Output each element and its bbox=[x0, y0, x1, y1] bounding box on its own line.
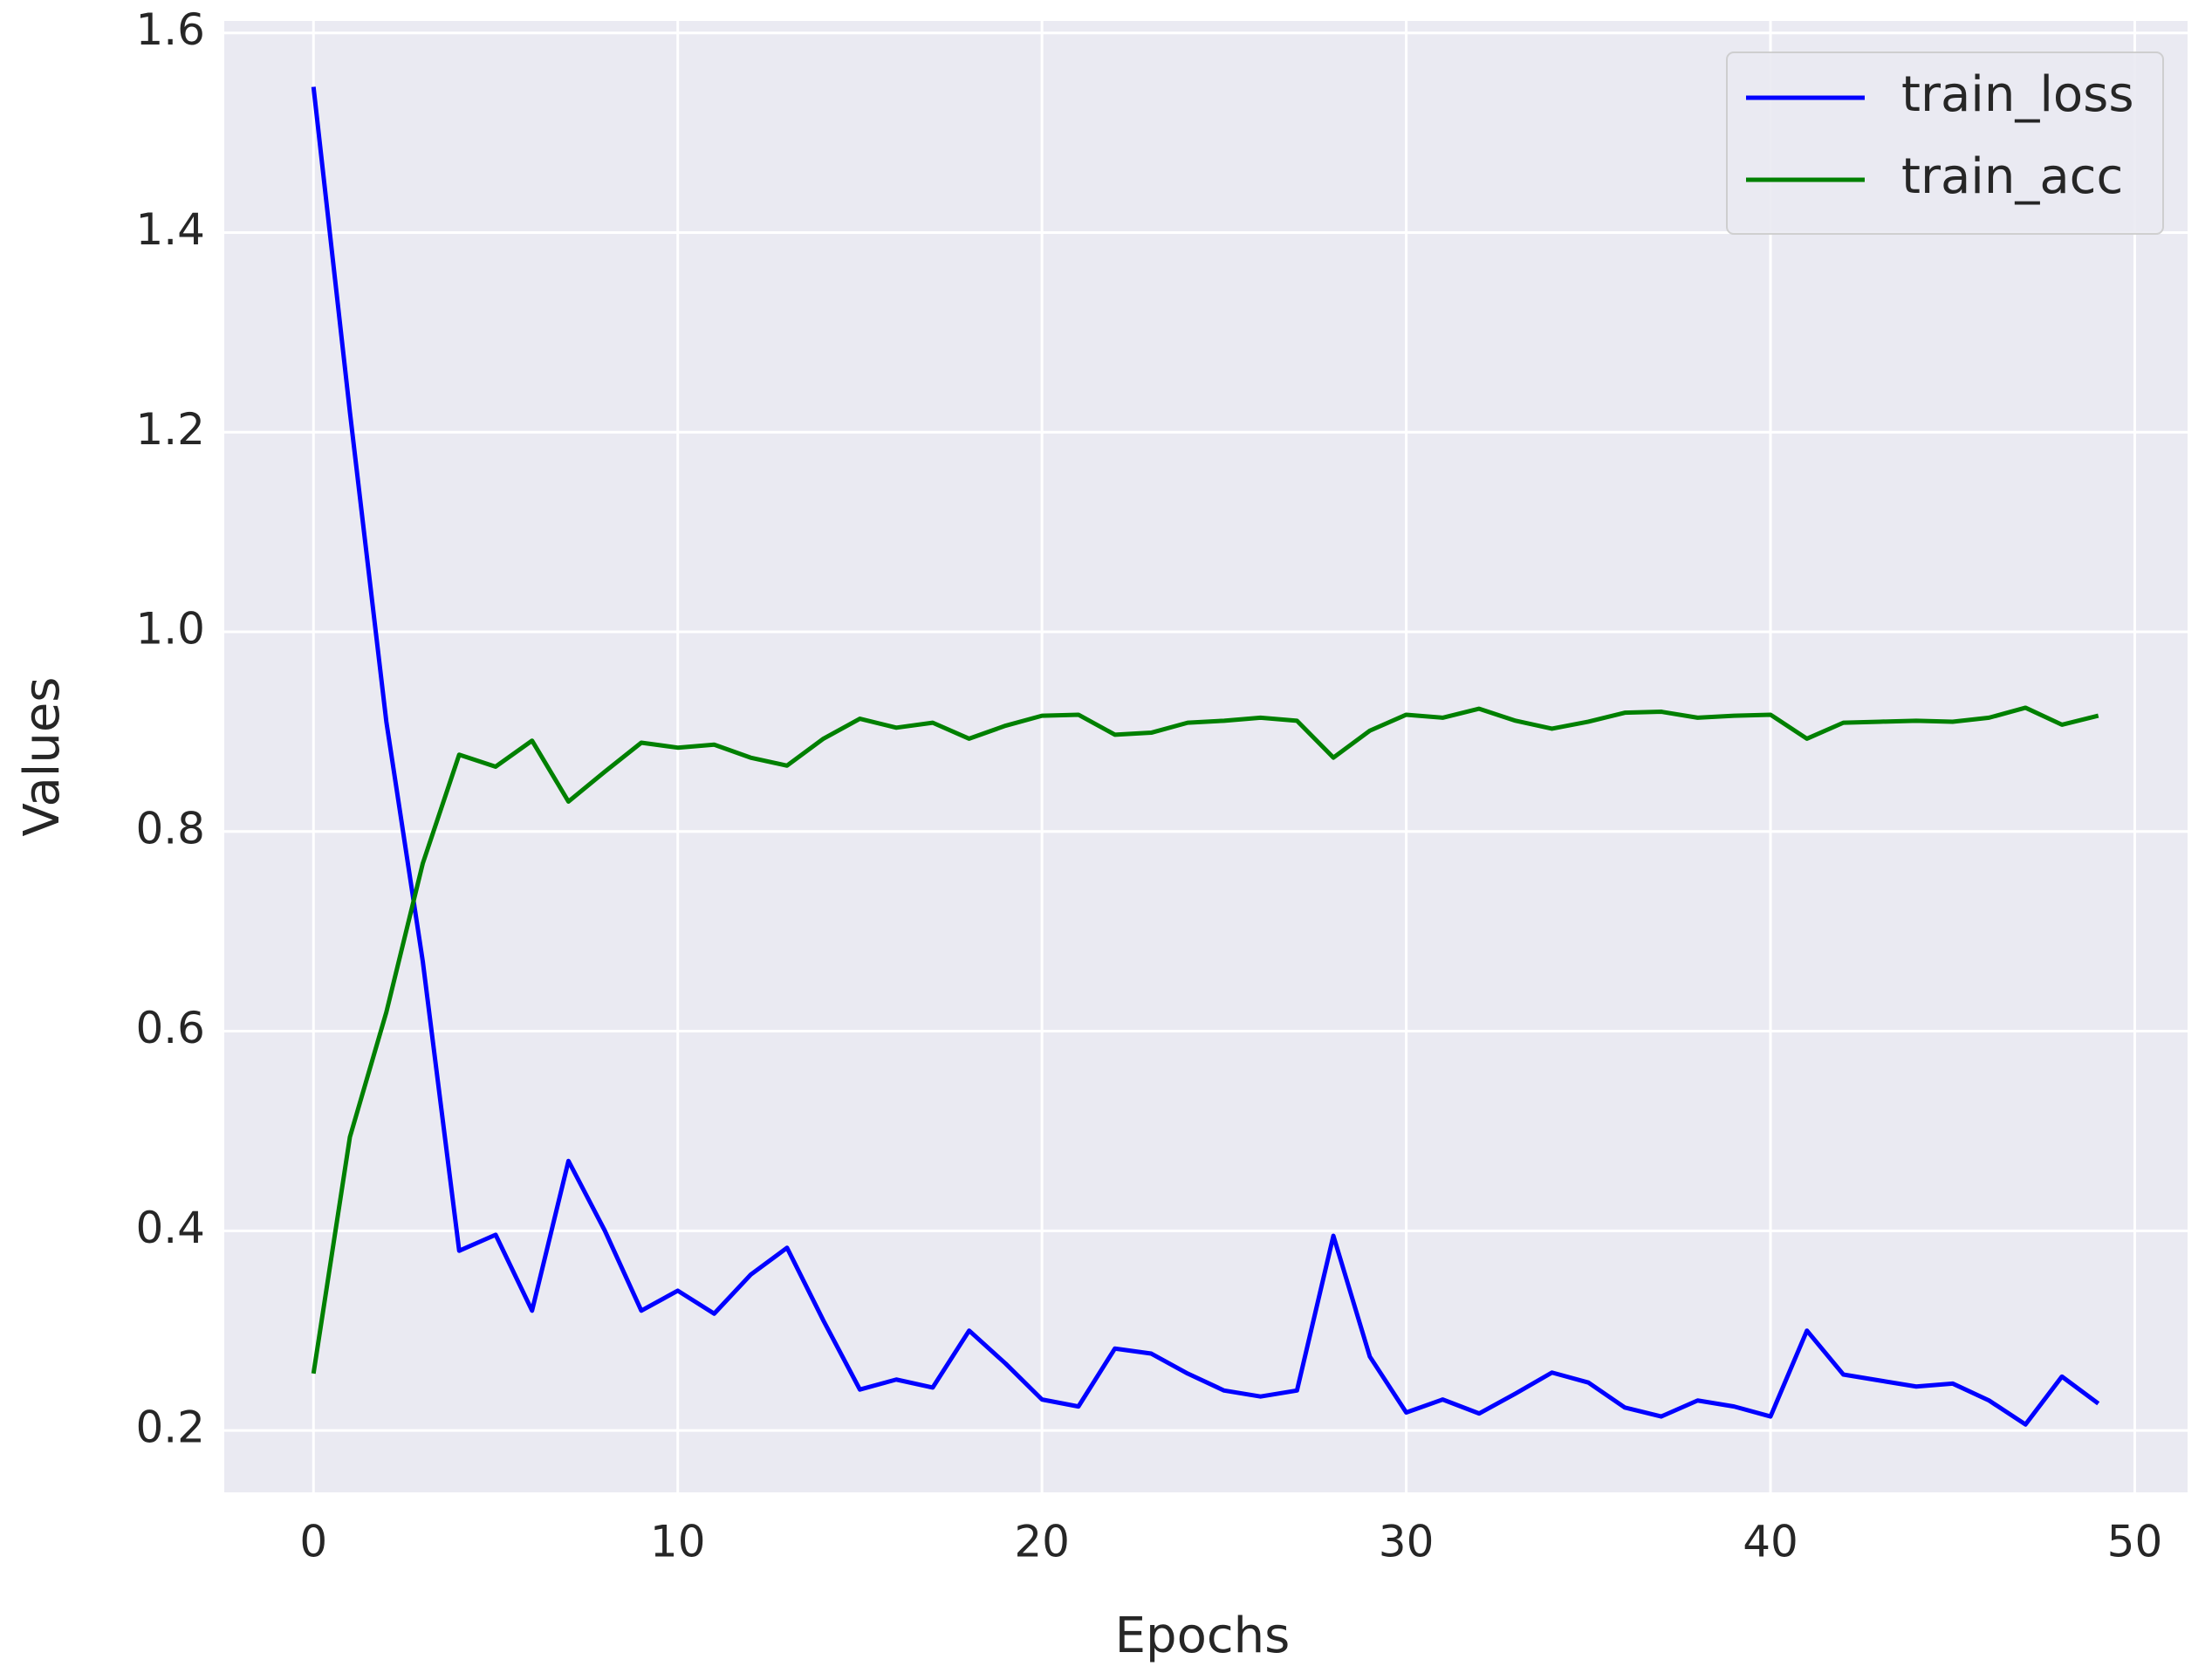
y-tick-label: 0.4 bbox=[135, 1203, 205, 1253]
x-tick-label: 0 bbox=[299, 1517, 327, 1567]
y-tick-label: 1.0 bbox=[135, 604, 205, 655]
x-tick-label: 20 bbox=[1014, 1517, 1070, 1567]
data-line bbox=[311, 705, 2099, 1375]
x-axis-label: Epochs bbox=[1115, 1608, 1291, 1664]
y-tick-label: 1.2 bbox=[135, 404, 205, 455]
y-tick-label: 1.4 bbox=[135, 204, 205, 255]
y-tick-label: 0.6 bbox=[135, 1003, 205, 1053]
x-tick-label: 10 bbox=[650, 1517, 706, 1567]
y-tick-label: 0.8 bbox=[135, 803, 205, 854]
x-tick-label: 50 bbox=[2107, 1517, 2163, 1567]
data-line bbox=[311, 86, 2100, 1427]
legend-label: train_acc bbox=[1901, 148, 2123, 205]
x-tick-label: 40 bbox=[1743, 1517, 1798, 1567]
x-tick-label: 30 bbox=[1379, 1517, 1435, 1567]
y-tick-label: 0.2 bbox=[135, 1402, 205, 1453]
y-tick-label: 1.6 bbox=[135, 4, 205, 55]
y-axis-label: Values bbox=[14, 677, 71, 837]
plot-area bbox=[224, 21, 2188, 1492]
legend-label: train_loss bbox=[1901, 66, 2134, 123]
